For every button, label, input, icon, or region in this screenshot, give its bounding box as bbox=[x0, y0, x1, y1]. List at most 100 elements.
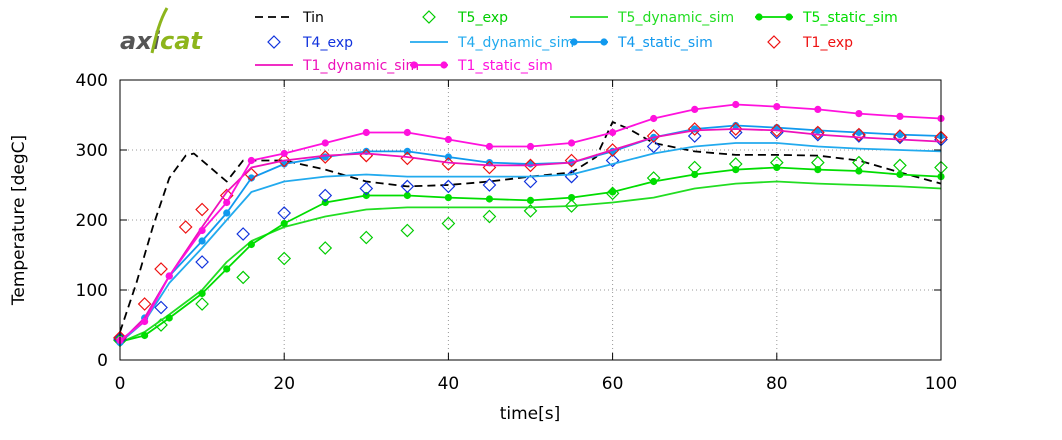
x-tick-label: 0 bbox=[115, 374, 126, 394]
data-point-t1-static-sim bbox=[896, 112, 904, 120]
y-tick-label: 0 bbox=[97, 351, 108, 371]
data-point-t5-static-sim bbox=[362, 191, 370, 200]
data-point-t1-static-sim bbox=[403, 128, 411, 137]
data-point-t5-static-sim bbox=[691, 170, 699, 179]
data-point-t1-exp bbox=[277, 153, 292, 168]
data-point-t4-static-sim bbox=[814, 126, 822, 134]
data-point-t4-exp bbox=[646, 139, 661, 154]
data-point-t1-static-sim bbox=[223, 198, 231, 207]
series-line-t4-static-sim bbox=[119, 124, 942, 344]
y-tick-label: 300 bbox=[76, 141, 108, 161]
data-point-t4-static-sim bbox=[247, 174, 255, 182]
data-point-t5-exp bbox=[441, 216, 456, 231]
y-tick-label: 200 bbox=[76, 211, 108, 231]
data-point-t5-static-sim bbox=[773, 163, 781, 172]
data-point-t1-exp bbox=[523, 158, 538, 173]
data-point-t1-static-sim bbox=[485, 142, 494, 151]
y-axis-label: Temperature [degC] bbox=[9, 135, 29, 306]
data-point-t1-exp bbox=[178, 220, 193, 234]
legend-label: T5_static_sim bbox=[802, 10, 898, 26]
data-point-t5-static-sim bbox=[732, 166, 740, 174]
data-point-t5-static-sim bbox=[567, 194, 576, 202]
legend-entry-t4-static-sim: T4_static_sim bbox=[570, 35, 713, 51]
series-tin bbox=[119, 121, 942, 333]
x-tick-label: 100 bbox=[925, 374, 957, 394]
x-tick-label: 80 bbox=[766, 374, 788, 394]
data-point-t1-exp bbox=[646, 129, 661, 143]
legend-entry-t4-dynamic-sim: T4_dynamic_sim bbox=[410, 35, 574, 51]
data-point-t5-static-sim bbox=[165, 314, 173, 322]
data-point-t4-exp bbox=[277, 206, 292, 220]
data-point-t5-static-sim bbox=[280, 219, 288, 228]
data-point-t4-exp bbox=[400, 179, 415, 194]
legend-swatch-marker bbox=[570, 38, 578, 46]
data-point-t5-exp bbox=[195, 297, 209, 311]
legend-swatch-marker bbox=[767, 35, 781, 49]
data-point-t4-static-sim bbox=[896, 131, 904, 139]
data-point-t1-static-sim bbox=[855, 110, 863, 118]
data-point-t5-static-sim bbox=[526, 196, 535, 204]
data-point-t4-static-sim bbox=[321, 153, 329, 161]
data-point-t1-static-sim bbox=[280, 149, 288, 158]
data-point-t4-exp bbox=[687, 129, 702, 143]
data-point-t4-static-sim bbox=[855, 128, 863, 137]
legend-entry-t5-dynamic-sim: T5_dynamic_sim bbox=[570, 10, 734, 26]
legend-entry-t5-static-sim: T5_static_sim bbox=[755, 10, 898, 26]
series-t1-static-sim bbox=[116, 100, 945, 344]
x-tick-label: 20 bbox=[273, 374, 295, 394]
legend-entry-t4-exp: T4_exp bbox=[267, 35, 353, 51]
data-point-t4-exp bbox=[482, 178, 497, 192]
data-point-t4-exp bbox=[195, 255, 209, 269]
data-point-t1-exp bbox=[893, 129, 907, 143]
data-point-t5-exp bbox=[564, 199, 579, 213]
data-point-t5-static-sim bbox=[814, 166, 822, 174]
data-point-t5-static-sim bbox=[403, 191, 411, 200]
data-point-t1-static-sim bbox=[609, 128, 617, 137]
legend: Tin T5_exp T5_dynamic_sim T5_static_sim T4_e… bbox=[255, 10, 898, 74]
legend-swatch-marker bbox=[422, 10, 436, 24]
data-point-t5-exp bbox=[523, 204, 538, 218]
legend-swatch-marker bbox=[755, 13, 763, 21]
data-point-t1-exp bbox=[564, 153, 579, 168]
legend-label: T1_exp bbox=[802, 35, 853, 51]
data-point-t1-exp bbox=[154, 262, 168, 276]
plot-frame bbox=[119, 79, 942, 361]
legend-entry-tin: Tin bbox=[255, 10, 324, 26]
data-point-t1-static-sim bbox=[321, 139, 329, 147]
series-layer bbox=[113, 100, 948, 348]
data-point-t1-exp bbox=[728, 122, 743, 136]
legend-swatch-marker bbox=[440, 61, 448, 69]
data-point-t5-static-sim bbox=[321, 198, 329, 207]
data-point-t1-static-sim bbox=[691, 105, 699, 113]
series-line-t5-dynamic-sim bbox=[119, 180, 942, 344]
data-point-t4-exp bbox=[852, 129, 866, 143]
data-point-t5-static-sim bbox=[485, 195, 494, 203]
series-line-t4-dynamic-sim bbox=[119, 142, 942, 344]
data-point-t4-static-sim bbox=[223, 209, 231, 217]
data-point-t1-static-sim bbox=[814, 105, 822, 113]
series-t4-static-sim bbox=[116, 121, 945, 347]
data-point-t1-exp bbox=[852, 127, 866, 142]
data-point-t1-static-sim bbox=[567, 139, 576, 147]
series-t5-static-sim bbox=[116, 163, 945, 346]
data-point-t5-static-sim bbox=[198, 289, 206, 298]
data-point-t1-static-sim bbox=[141, 317, 149, 326]
data-point-t1-exp bbox=[195, 202, 209, 217]
data-point-t4-exp bbox=[154, 300, 168, 315]
data-point-t5-static-sim bbox=[223, 265, 231, 273]
series-t4-dynamic-sim bbox=[119, 142, 942, 344]
data-point-t1-static-sim bbox=[773, 103, 781, 111]
data-point-t4-exp bbox=[605, 153, 620, 168]
data-point-t1-exp bbox=[137, 297, 152, 311]
data-point-t5-exp bbox=[893, 158, 907, 173]
logo-swoosh bbox=[150, 7, 169, 54]
series-t5-dynamic-sim bbox=[119, 180, 942, 344]
data-point-t4-exp bbox=[236, 227, 250, 241]
series-line-tin bbox=[119, 121, 942, 333]
data-point-t1-static-sim bbox=[526, 142, 535, 151]
legend-swatch-marker bbox=[410, 61, 418, 69]
data-point-t1-static-sim bbox=[732, 100, 740, 109]
data-point-t5-exp bbox=[359, 230, 374, 245]
data-point-t4-exp bbox=[359, 181, 374, 196]
